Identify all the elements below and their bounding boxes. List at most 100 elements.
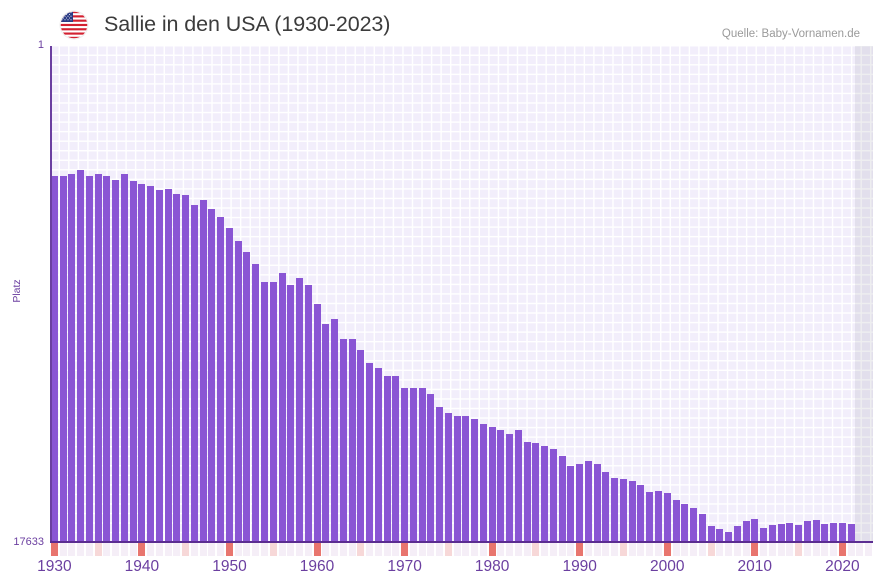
bar[interactable] xyxy=(619,479,627,542)
bar[interactable] xyxy=(409,388,417,542)
bar[interactable] xyxy=(138,184,146,542)
bar[interactable] xyxy=(558,456,566,542)
bar[interactable] xyxy=(760,528,768,542)
bar[interactable] xyxy=(847,524,855,542)
bar[interactable] xyxy=(777,524,785,542)
bar[interactable] xyxy=(155,190,163,542)
bar[interactable] xyxy=(803,521,811,542)
bar[interactable] xyxy=(339,339,347,542)
bar[interactable] xyxy=(751,519,759,542)
x-tick xyxy=(742,543,750,556)
bar[interactable] xyxy=(383,376,391,542)
bar[interactable] xyxy=(549,449,557,542)
bar[interactable] xyxy=(436,407,444,542)
bar[interactable] xyxy=(208,209,216,542)
bar[interactable] xyxy=(190,205,198,542)
x-tick xyxy=(444,543,452,556)
bar[interactable] xyxy=(514,430,522,542)
bar[interactable] xyxy=(593,464,601,542)
bar[interactable] xyxy=(838,523,846,542)
bar[interactable] xyxy=(453,416,461,542)
bar[interactable] xyxy=(567,466,575,542)
bar[interactable] xyxy=(199,200,207,542)
bar[interactable] xyxy=(418,388,426,542)
bar[interactable] xyxy=(654,491,662,542)
bar[interactable] xyxy=(322,324,330,542)
bar[interactable] xyxy=(812,520,820,542)
bar[interactable] xyxy=(50,176,58,542)
bar[interactable] xyxy=(532,443,540,542)
bar[interactable] xyxy=(497,430,505,542)
bar[interactable] xyxy=(304,285,312,542)
bar[interactable] xyxy=(523,442,531,542)
bar[interactable] xyxy=(94,174,102,542)
bar[interactable] xyxy=(830,523,838,542)
bar[interactable] xyxy=(252,264,260,542)
bar[interactable] xyxy=(637,485,645,542)
bar[interactable] xyxy=(147,186,155,542)
bar[interactable] xyxy=(576,464,584,542)
bar[interactable] xyxy=(742,521,750,542)
bar[interactable] xyxy=(611,478,619,542)
bar[interactable] xyxy=(584,461,592,542)
bar[interactable] xyxy=(103,176,111,542)
x-tick xyxy=(129,543,137,556)
x-tick xyxy=(768,543,776,556)
bar[interactable] xyxy=(427,394,435,542)
bar[interactable] xyxy=(366,363,374,542)
bar[interactable] xyxy=(296,278,304,542)
bar[interactable] xyxy=(786,523,794,542)
bar[interactable] xyxy=(471,419,479,542)
bar[interactable] xyxy=(85,176,93,542)
bar[interactable] xyxy=(707,526,715,542)
bar[interactable] xyxy=(68,174,76,542)
bar[interactable] xyxy=(488,427,496,542)
bar[interactable] xyxy=(768,525,776,542)
bar[interactable] xyxy=(462,416,470,542)
bar[interactable] xyxy=(164,189,172,542)
bar[interactable] xyxy=(821,524,829,542)
x-tick xyxy=(690,543,697,556)
bar[interactable] xyxy=(444,413,452,542)
bar[interactable] xyxy=(217,217,225,542)
chart-header: Sallie in den USA (1930-2023) Quelle: Ba… xyxy=(0,0,873,46)
plot-area xyxy=(50,46,873,542)
bar[interactable] xyxy=(173,194,181,542)
bar[interactable] xyxy=(725,532,733,542)
bar[interactable] xyxy=(663,493,671,542)
bar[interactable] xyxy=(59,176,67,542)
bar[interactable] xyxy=(348,339,356,542)
bar[interactable] xyxy=(225,228,233,542)
bar[interactable] xyxy=(287,285,295,542)
bar[interactable] xyxy=(479,424,487,542)
bar[interactable] xyxy=(401,388,409,542)
bar[interactable] xyxy=(77,170,85,542)
bar[interactable] xyxy=(278,273,286,542)
bar[interactable] xyxy=(112,180,120,542)
bar[interactable] xyxy=(129,181,137,542)
bar[interactable] xyxy=(646,492,654,542)
bar[interactable] xyxy=(690,508,697,542)
bar[interactable] xyxy=(313,304,321,542)
bar[interactable] xyxy=(506,434,514,542)
bar[interactable] xyxy=(357,350,365,542)
bar[interactable] xyxy=(541,446,549,542)
bar[interactable] xyxy=(733,526,741,542)
bar[interactable] xyxy=(120,174,128,542)
bar[interactable] xyxy=(269,282,277,542)
bar[interactable] xyxy=(392,376,400,542)
bar[interactable] xyxy=(698,514,706,542)
bar[interactable] xyxy=(602,472,610,542)
bar[interactable] xyxy=(234,241,242,542)
bar[interactable] xyxy=(716,529,724,542)
bar[interactable] xyxy=(795,525,803,542)
bar[interactable] xyxy=(672,500,680,542)
bar[interactable] xyxy=(261,282,268,542)
x-tick xyxy=(339,543,347,556)
bar[interactable] xyxy=(182,195,190,542)
bar[interactable] xyxy=(331,319,339,542)
bar[interactable] xyxy=(628,481,636,542)
bar[interactable] xyxy=(374,368,382,542)
bar[interactable] xyxy=(243,252,251,542)
bar[interactable] xyxy=(681,504,689,542)
